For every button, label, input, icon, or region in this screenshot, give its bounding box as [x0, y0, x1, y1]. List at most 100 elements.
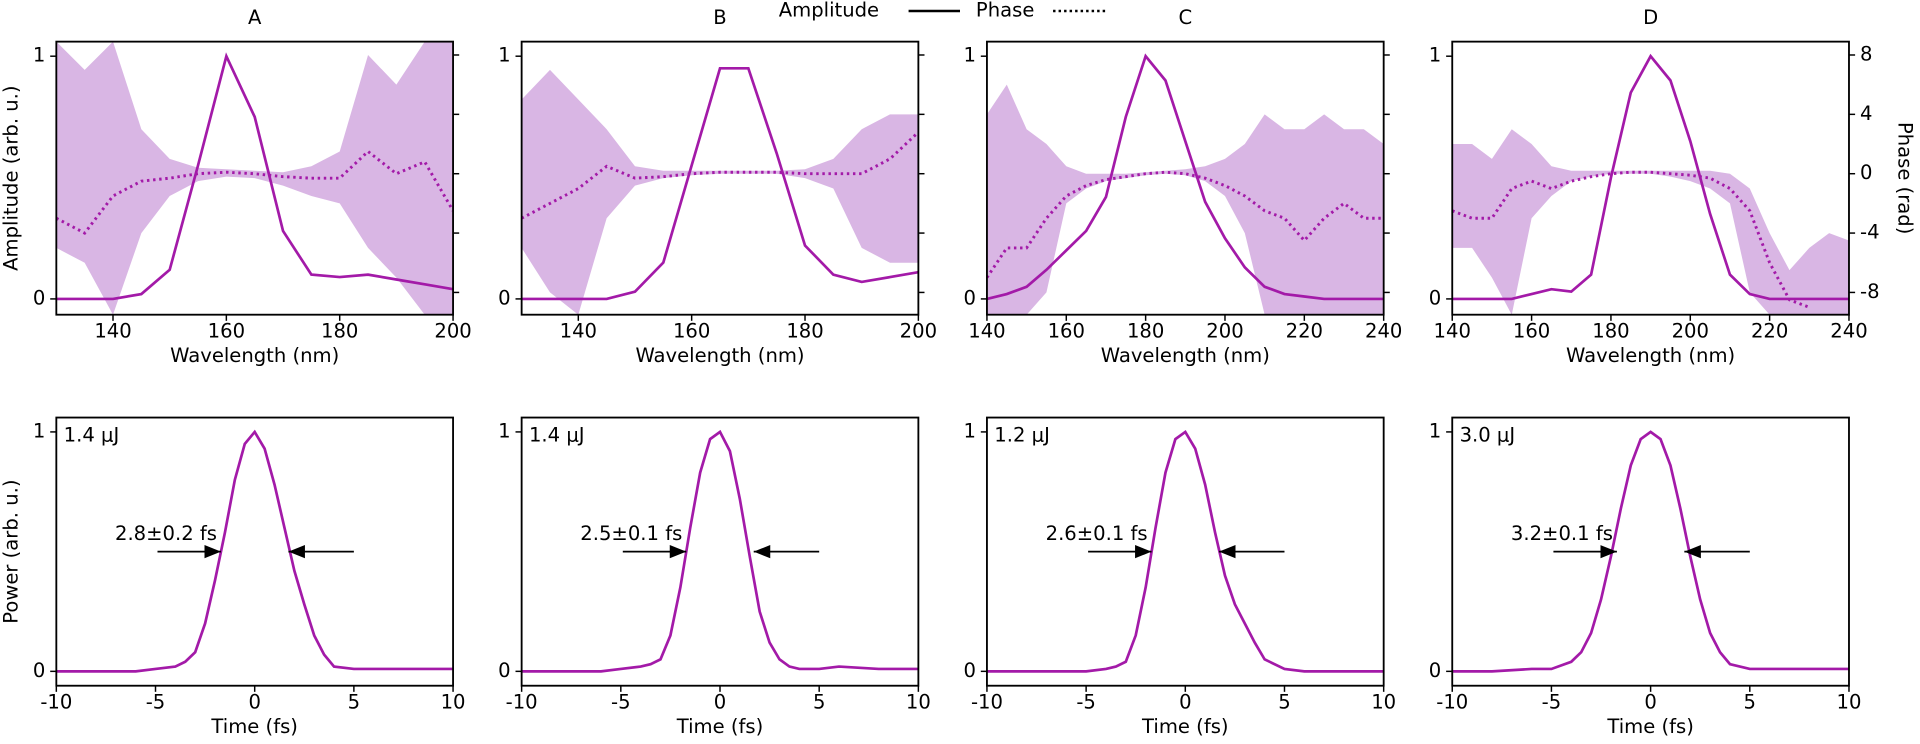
plot-area: [56, 41, 454, 315]
frame: [1451, 416, 1850, 687]
amplitude-line: [986, 429, 1384, 673]
x-axis-label: Wavelength (nm): [170, 344, 339, 367]
x-tick-label: 200: [900, 319, 937, 342]
frame: [520, 416, 920, 687]
x-axis-label: Time (fs): [1606, 715, 1694, 738]
panel: A 140 160 180 200 0 1 Wavelength (nm) Amplitude …: [0, 6, 472, 367]
y-tick-label: 1: [33, 419, 45, 442]
x-tick-label: 5: [1278, 690, 1290, 713]
legend-label: Amplitude: [779, 0, 879, 22]
x-tick-label: -10: [40, 690, 72, 713]
y-tick-label: 1: [33, 44, 45, 67]
plot-area: [521, 429, 919, 673]
x-tick-label: -10: [971, 690, 1003, 713]
y-tick-label: 0: [963, 659, 975, 682]
panel: B 140 160 180 200 0 1 Wavelength (nm): [498, 6, 937, 367]
pulse-energy: 3.0 μJ: [1460, 423, 1516, 446]
frame: [55, 40, 454, 316]
x-tick-label: 240: [1365, 319, 1402, 342]
x-tick-label: 10: [1371, 690, 1396, 713]
x-tick-label: 220: [1286, 319, 1323, 342]
x-tick-label: 240: [1830, 319, 1867, 342]
y2-tick-label: 0: [1860, 161, 1872, 184]
amplitude-line: [986, 53, 1384, 301]
x-tick-label: -5: [1542, 690, 1562, 713]
pulse-energy: 1.4 μJ: [529, 423, 585, 446]
y-tick-label: 1: [498, 419, 510, 442]
panel: D 140 160 180 200 220 240 0 1 -8 -4 0 4 8 Wavelength (…: [1429, 6, 1917, 367]
phase-band: [1452, 129, 1849, 315]
x-tick-label: -5: [1076, 690, 1096, 713]
phase-line: [1452, 170, 1810, 309]
x-tick-label: 220: [1751, 319, 1788, 342]
pulse-duration: 2.5±0.1 fs: [580, 522, 682, 545]
x-tick-label: 140: [968, 319, 1005, 342]
x-tick-label: 140: [560, 319, 597, 342]
legend: Amplitude Phase: [779, 0, 1109, 22]
x-tick-label: 0: [1179, 690, 1191, 713]
x-tick-label: -10: [506, 690, 538, 713]
frame: [55, 416, 454, 687]
y2-axis-label: Phase (rad): [1894, 122, 1917, 234]
x-tick-label: 5: [813, 690, 825, 713]
x-tick-label: 140: [94, 319, 131, 342]
x-tick-label: 10: [906, 690, 931, 713]
amplitude-line: [56, 52, 454, 301]
y-axis-label: Amplitude (arb. u.): [0, 85, 23, 270]
plot-area: [1452, 53, 1849, 315]
y-tick-label: 0: [33, 659, 45, 682]
x-tick-label: 160: [1048, 319, 1085, 342]
y-tick-label: 1: [1429, 44, 1441, 67]
plot-area: [986, 53, 1384, 315]
x-axis-label: Time (fs): [676, 715, 764, 738]
y-tick-label: 1: [963, 419, 975, 442]
pulse-energy: 1.4 μJ: [64, 423, 120, 446]
pulse-duration: 3.2±0.1 fs: [1511, 522, 1613, 545]
y-tick-label: 0: [1429, 286, 1441, 309]
x-tick-label: 10: [441, 690, 466, 713]
frame: [520, 40, 920, 316]
x-axis-label: Time (fs): [1141, 715, 1229, 738]
panel: C 140 160 180 200 220 240 0 1 Wavelength (nm): [963, 6, 1402, 367]
x-tick-label: -5: [146, 690, 166, 713]
x-tick-label: 0: [1644, 690, 1656, 713]
x-axis-label: Wavelength (nm): [635, 344, 804, 367]
x-tick-label: 180: [1127, 319, 1164, 342]
panel: -10 -5 0 5 10 0 1 Time (fs) 1.2 μJ 2.6±0.1 fs: [963, 416, 1396, 738]
frame: [1451, 40, 1850, 316]
x-tick-label: 10: [1837, 690, 1862, 713]
y2-tick-label: -4: [1860, 221, 1880, 244]
legend-label: Phase: [976, 0, 1034, 22]
x-tick-label: 160: [208, 319, 245, 342]
panel-title: B: [713, 6, 726, 29]
y-tick-label: 0: [1429, 659, 1441, 682]
panel: -10 -5 0 5 10 0 1 Time (fs) Power (arb. u.) 1.4 μ…: [0, 416, 466, 738]
x-tick-label: 200: [1206, 319, 1243, 342]
amplitude-line: [1452, 430, 1849, 673]
amplitude-line: [1452, 53, 1849, 301]
panel: -10 -5 0 5 10 0 1 Time (fs) 1.4 μJ 2.5±0.1 fs: [498, 416, 931, 738]
x-tick-label: -5: [611, 690, 631, 713]
pulse-duration: 2.6±0.1 fs: [1046, 522, 1148, 545]
plot-area: [1452, 430, 1849, 673]
x-tick-label: 140: [1434, 319, 1471, 342]
pulse-energy: 1.2 μJ: [994, 423, 1050, 446]
y2-tick-label: 4: [1860, 102, 1872, 125]
pulse-duration: 2.8±0.2 fs: [115, 522, 217, 545]
x-tick-label: 180: [1592, 319, 1629, 342]
phase-band: [521, 69, 919, 315]
x-tick-label: 160: [673, 319, 710, 342]
amplitude-line: [521, 66, 919, 301]
y-tick-label: 1: [963, 44, 975, 67]
plot-area: [986, 429, 1384, 673]
y-tick-label: 1: [1429, 419, 1441, 442]
y-axis-label: Power (arb. u.): [0, 480, 23, 624]
panel-title: C: [1178, 6, 1192, 29]
x-tick-label: 5: [348, 690, 360, 713]
panel: -10 -5 0 5 10 0 1 Time (fs) 3.0 μJ 3.2±0.1 fs: [1429, 416, 1862, 738]
x-tick-label: 180: [321, 319, 358, 342]
y-tick-label: 0: [498, 659, 510, 682]
x-axis-label: Time (fs): [210, 715, 298, 738]
plot-area: [521, 66, 919, 315]
